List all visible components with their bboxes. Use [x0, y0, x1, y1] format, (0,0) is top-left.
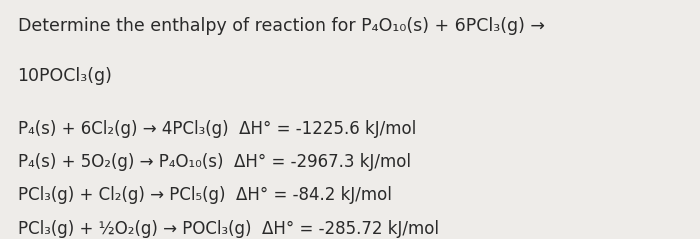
Text: PCl₃(g) + ½O₂(g) → POCl₃(g)  ΔH° = -285.72 kJ/mol: PCl₃(g) + ½O₂(g) → POCl₃(g) ΔH° = -285.7…	[18, 220, 438, 238]
Text: Determine the enthalpy of reaction for P₄O₁₀(s) + 6PCl₃(g) →: Determine the enthalpy of reaction for P…	[18, 17, 545, 35]
Text: PCl₃(g) + Cl₂(g) → PCl₅(g)  ΔH° = -84.2 kJ/mol: PCl₃(g) + Cl₂(g) → PCl₅(g) ΔH° = -84.2 k…	[18, 186, 391, 204]
Text: P₄(s) + 5O₂(g) → P₄O₁₀(s)  ΔH° = -2967.3 kJ/mol: P₄(s) + 5O₂(g) → P₄O₁₀(s) ΔH° = -2967.3 …	[18, 153, 410, 171]
Text: P₄(s) + 6Cl₂(g) → 4PCl₃(g)  ΔH° = -1225.6 kJ/mol: P₄(s) + 6Cl₂(g) → 4PCl₃(g) ΔH° = -1225.6…	[18, 120, 416, 137]
Text: 10POCl₃(g): 10POCl₃(g)	[18, 67, 113, 85]
